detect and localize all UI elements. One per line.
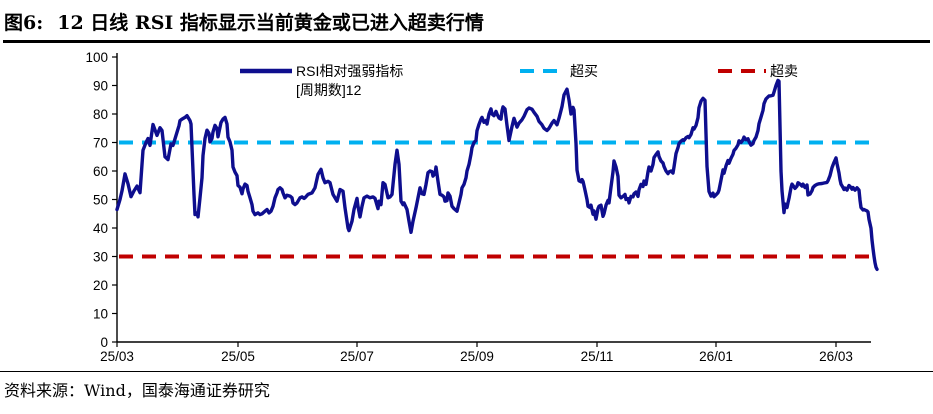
x-tick-label: 25/05 xyxy=(221,349,255,364)
x-tick-label: 26/03 xyxy=(819,349,853,364)
x-tick-label: 25/03 xyxy=(100,349,134,364)
figure-title: 图6: 12 日线 RSI 指标显示当前黄金或已进入超卖行情 xyxy=(4,8,484,35)
rsi-line xyxy=(115,78,879,272)
legend-label-rsi: RSI相对强弱指标 xyxy=(296,63,403,79)
figure-title-text: 12 日线 RSI 指标显示当前黄金或已进入超卖行情 xyxy=(57,12,484,34)
x-tick-label: 25/07 xyxy=(340,349,374,364)
x-tick-label: 25/09 xyxy=(460,349,494,364)
legend-label-rsi-line2: [周期数]12 xyxy=(296,82,362,98)
y-tick-label: 100 xyxy=(85,50,108,65)
y-tick-label: 40 xyxy=(93,221,108,236)
footer-divider xyxy=(0,371,933,372)
legend-label-oversold: 超卖 xyxy=(770,63,798,79)
legend-label-overbought: 超买 xyxy=(570,63,598,79)
y-tick-label: 80 xyxy=(93,107,108,122)
figure-number: 图6: xyxy=(4,12,44,34)
source-note: 资料来源：Wind，国泰海通证券研究 xyxy=(4,381,270,400)
y-tick-label: 70 xyxy=(93,136,108,151)
y-tick-label: 60 xyxy=(93,164,108,179)
y-tick-label: 90 xyxy=(93,79,108,94)
x-tick-label: 26/01 xyxy=(699,349,733,364)
title-underline xyxy=(3,40,930,43)
rsi-chart: 0 10 20 30 40 50 60 70 80 90 100 25/03 25/05 25/07 25/… xyxy=(0,46,933,370)
y-tick-label: 10 xyxy=(93,307,108,322)
y-tick-label: 0 xyxy=(100,335,108,350)
y-tick-label: 30 xyxy=(93,250,108,265)
x-tick-label: 25/11 xyxy=(581,349,614,364)
y-tick-label: 50 xyxy=(93,193,108,208)
rsi-chart-svg: 0 10 20 30 40 50 60 70 80 90 100 25/03 25/05 25/07 25/… xyxy=(85,50,879,364)
y-tick-label: 20 xyxy=(93,278,108,293)
